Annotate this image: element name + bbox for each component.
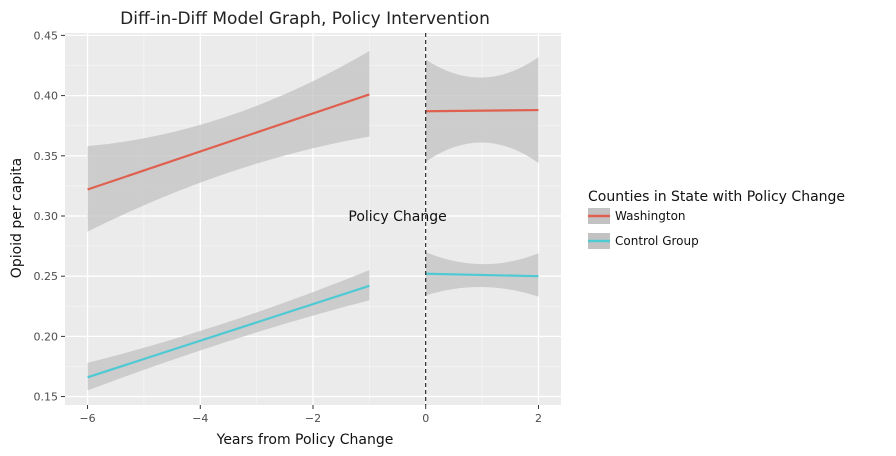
legend-title: Counties in State with Policy Change	[588, 189, 845, 205]
y-tick-label: 0.25	[34, 270, 59, 283]
series-line	[425, 108, 539, 113]
policy-change-annotation: Policy Change	[348, 209, 446, 225]
series-lines	[87, 93, 539, 379]
x-tick-label: 2	[535, 412, 542, 425]
y-axis-ticks: 0.15 0.20 0.25 0.30 0.35 0.40 0.45	[34, 29, 65, 404]
x-axis-ticks: −6 −4 −2 0 2	[79, 405, 542, 425]
confidence-band	[87, 270, 370, 391]
y-tick-label: 0.40	[34, 90, 59, 103]
x-tick-label: −6	[79, 412, 95, 425]
x-axis-title: Years from Policy Change	[216, 432, 394, 448]
x-tick-label: −2	[305, 412, 321, 425]
y-tick-label: 0.15	[34, 391, 59, 404]
y-tick-label: 0.20	[34, 330, 59, 343]
series-line	[87, 93, 370, 191]
x-tick-label: 0	[422, 412, 429, 425]
legend-items: Washington Control Group	[588, 208, 699, 249]
y-tick-label: 0.30	[34, 210, 59, 223]
series-line	[425, 272, 539, 278]
y-tick-label: 0.35	[34, 150, 59, 163]
chart-title: Diff-in-Diff Model Graph, Policy Interve…	[120, 9, 490, 29]
series-line	[87, 284, 370, 379]
legend-label: Control Group	[615, 234, 699, 248]
legend-label: Washington	[615, 209, 686, 223]
x-tick-label: −4	[192, 412, 208, 425]
y-tick-label: 0.45	[34, 29, 59, 42]
y-axis-title: Opioid per capita	[9, 158, 25, 278]
legend: Counties in State with Policy Change Was…	[588, 189, 845, 249]
